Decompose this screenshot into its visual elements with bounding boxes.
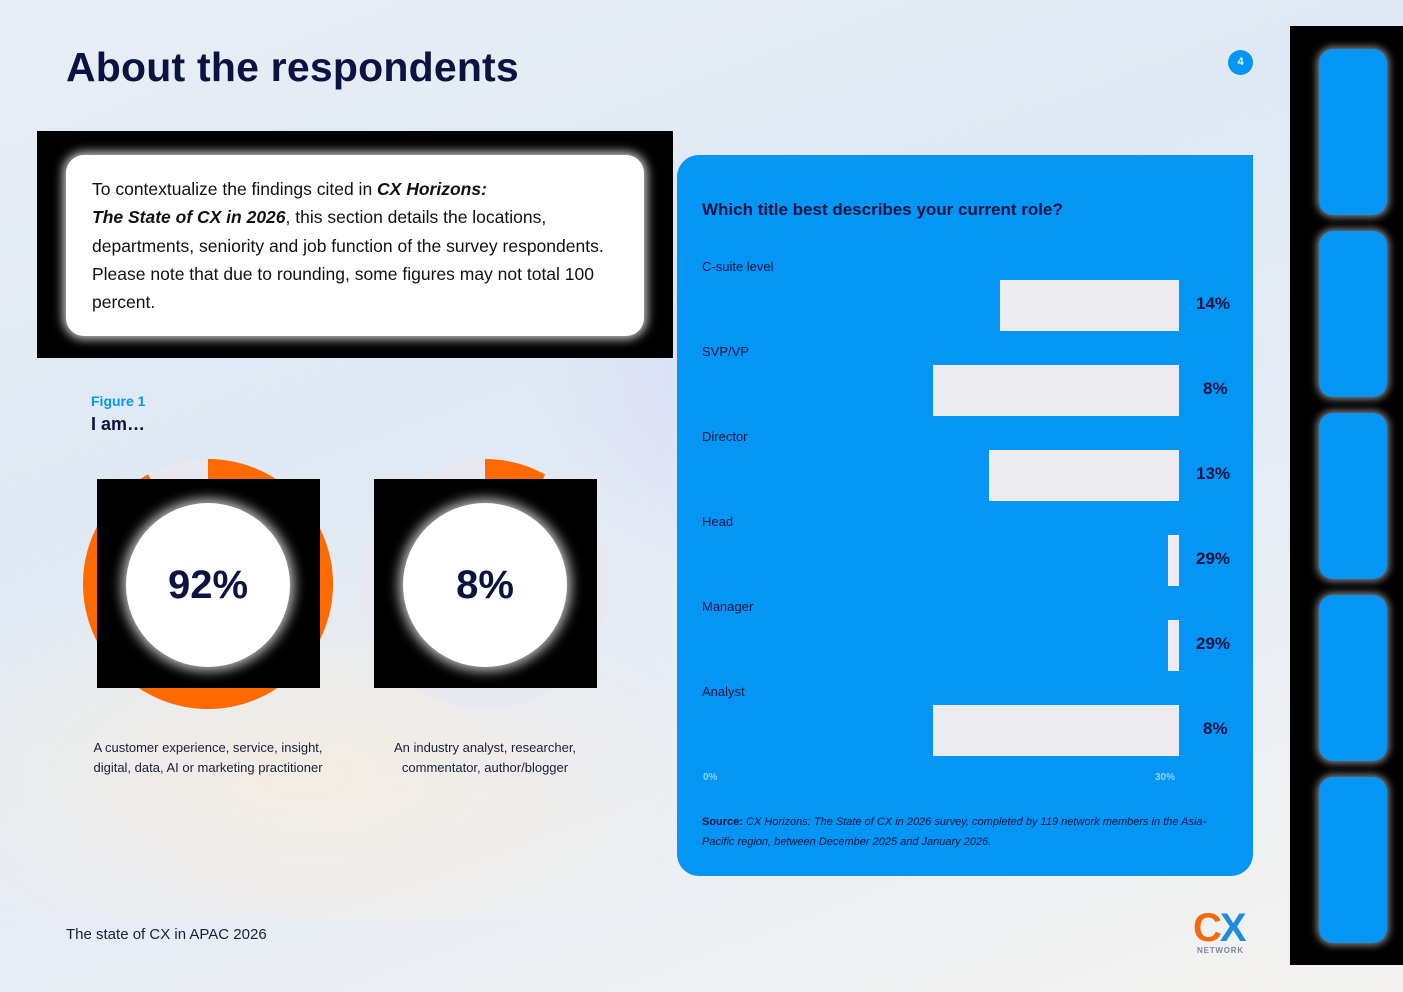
bar (1000, 280, 1179, 331)
bar-value-label: 8% (1203, 379, 1228, 398)
x-tick-max: 30% (1155, 772, 1176, 783)
bar-value-label: 8% (1203, 719, 1228, 738)
category-label: Head (702, 514, 734, 529)
logo-c: C (1193, 906, 1222, 950)
nav-tab-5[interactable] (1319, 777, 1387, 943)
category-label: SVP/VP (702, 344, 749, 359)
page-title: About the respondents (66, 44, 519, 90)
intro-text-end: , this section details the locations, de… (92, 207, 604, 313)
bar (1168, 620, 1179, 671)
category-label: Analyst (702, 684, 745, 699)
source-text: CX Horizons: The State of CX in 2026 sur… (702, 816, 1207, 848)
footer-report-title: The state of CX in APAC 2026 (66, 926, 267, 943)
bar-value-label: 29% (1196, 634, 1231, 653)
category-label: C-suite level (702, 259, 774, 274)
nav-tab-4[interactable] (1319, 595, 1387, 761)
figure-title: I am… (91, 414, 146, 434)
bar-value-label: 14% (1196, 294, 1231, 313)
source-label: Source: (702, 816, 743, 828)
donut-1-value: 92% (126, 503, 290, 667)
logo-subtext: NETWORK (1197, 946, 1244, 955)
cx-network-logo: CX NETWORK (1193, 908, 1255, 958)
bar-value-label: 13% (1196, 464, 1231, 483)
bar-value-label: 29% (1196, 549, 1231, 568)
page-number-badge: 4 (1228, 50, 1253, 75)
figure-label: Figure 1 (91, 393, 146, 409)
intro-text-start: To contextualize the findings cited in (92, 179, 378, 199)
bar (1168, 535, 1179, 586)
x-tick-min: 0% (703, 772, 718, 783)
nav-tab-1[interactable] (1319, 49, 1387, 215)
category-label: Manager (702, 599, 754, 614)
donut-2-caption: An industry analyst, researcher, comment… (393, 740, 577, 775)
donut-1-caption: A customer experience, service, insight,… (93, 740, 323, 775)
intro-report-name-1: CX Horizons: (377, 179, 487, 199)
nav-tab-2[interactable] (1319, 231, 1387, 397)
chart-source: Source: CX Horizons: The State of CX in … (702, 812, 1222, 852)
nav-tab-3[interactable] (1319, 413, 1387, 579)
bar (933, 365, 1179, 416)
intro-report-name-2: The State of CX in 2026 (92, 207, 286, 228)
category-label: Director (702, 429, 748, 444)
intro-card: To contextualize the findings cited in C… (66, 155, 644, 336)
logo-x: X (1219, 906, 1247, 950)
bar (989, 450, 1179, 501)
chart-title: Which title best describes your current … (702, 200, 1063, 219)
donut-2-value: 8% (403, 503, 567, 667)
bar (933, 705, 1179, 756)
